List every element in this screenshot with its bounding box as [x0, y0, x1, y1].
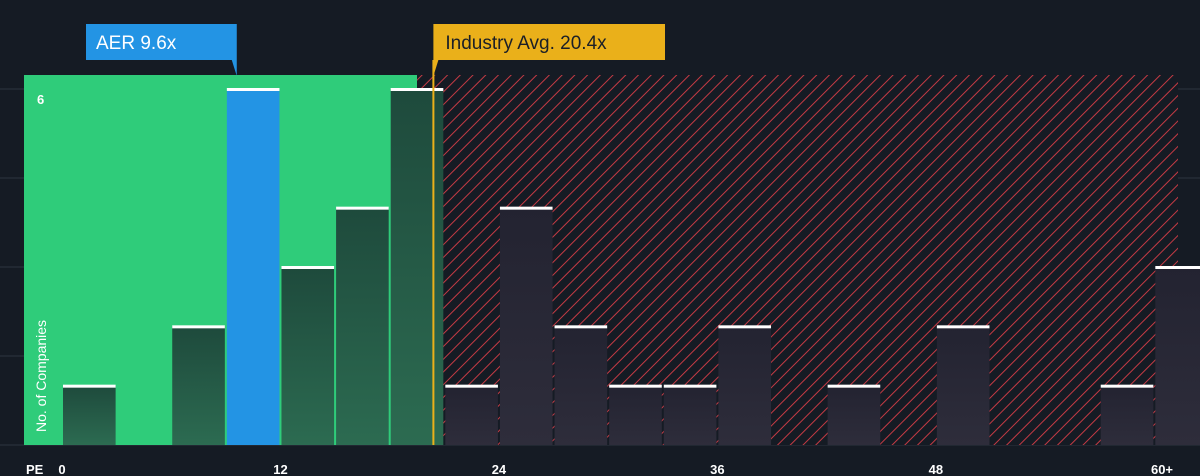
industry-avg-callout: Industry Avg. 20.4x — [433, 24, 665, 76]
bar — [390, 89, 444, 445]
bar-cap — [226, 88, 280, 91]
x-tick-label: 12 — [273, 462, 287, 476]
company-callout: AER 9.6x — [86, 24, 237, 76]
x-tick-label: 60+ — [1151, 462, 1173, 476]
bar — [1100, 385, 1154, 445]
bar — [336, 207, 389, 445]
x-tick-label: 48 — [929, 462, 943, 476]
bar-cap — [1155, 266, 1200, 269]
company-callout-box — [86, 24, 237, 76]
x-tick-label: 36 — [710, 462, 724, 476]
bar-cap — [445, 384, 498, 388]
bar-cap — [281, 266, 335, 269]
bar-cap — [172, 325, 225, 329]
bar — [499, 207, 553, 445]
industry-avg-callout-label: Industry Avg. 20.4x — [445, 33, 607, 54]
bar — [445, 385, 498, 445]
bar — [226, 89, 280, 445]
company-callout-label: AER 9.6x — [96, 33, 177, 54]
x-axis-label: PE — [26, 462, 44, 476]
x-tick-label: 24 — [492, 462, 507, 476]
bar-cap — [390, 88, 444, 91]
bar — [554, 326, 608, 445]
y-axis-label: No. of Companies — [33, 320, 49, 432]
bar-cap — [554, 325, 608, 329]
bar-cap — [499, 206, 553, 210]
bar — [1155, 267, 1200, 445]
bar-cap — [827, 384, 881, 388]
axes: 0 12 24 36 48 60+ 6 — [37, 92, 1173, 476]
y-tick-label: 6 — [37, 92, 44, 107]
bar — [827, 385, 881, 445]
bar — [609, 385, 662, 445]
bar-cap — [718, 325, 772, 329]
histogram-bars — [63, 88, 1200, 445]
bar-cap — [663, 384, 717, 388]
bar-cap — [1100, 384, 1154, 388]
bar — [63, 385, 116, 445]
bar — [718, 326, 772, 445]
bar — [172, 326, 225, 445]
bar-cap — [936, 325, 990, 329]
bar — [663, 385, 717, 445]
industry-avg-callout-box — [433, 24, 665, 76]
bar — [281, 267, 335, 445]
bar-cap — [609, 384, 662, 388]
bar-cap — [336, 206, 389, 210]
x-tick-label: 0 — [58, 462, 65, 476]
bar — [936, 326, 990, 445]
bar-cap — [63, 384, 116, 388]
